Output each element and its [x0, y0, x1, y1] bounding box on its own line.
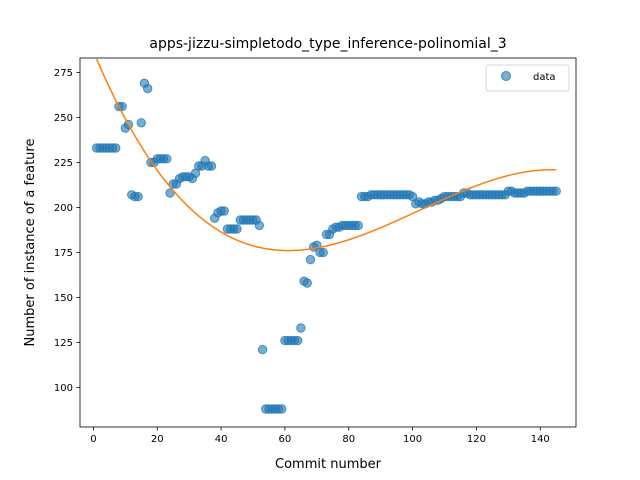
legend-marker-data	[501, 71, 511, 81]
legend-box	[485, 64, 570, 92]
data-point	[111, 143, 121, 153]
data-point	[232, 224, 242, 234]
x-tick-label: 80	[342, 434, 355, 445]
data-point	[162, 154, 172, 164]
y-tick-label: 200	[54, 203, 73, 214]
x-axis-label: Commit number	[275, 457, 382, 472]
x-tick-label: 20	[151, 434, 164, 445]
fit-line	[95, 58, 557, 252]
y-axis: 100 125 150 175 200 225 250 275	[54, 68, 80, 394]
data-point	[254, 220, 265, 231]
data-point	[142, 83, 153, 94]
y-tick-label: 175	[54, 248, 73, 259]
x-tick-label: 0	[90, 434, 96, 445]
data-point	[133, 191, 143, 202]
data-point	[206, 161, 217, 171]
data-point	[551, 186, 561, 196]
y-tick-label: 100	[54, 383, 73, 394]
y-tick-label: 150	[54, 293, 73, 304]
data-point	[292, 335, 303, 346]
x-tick-label: 120	[467, 434, 486, 445]
data-point	[305, 254, 316, 265]
y-tick-label: 250	[54, 113, 73, 124]
x-tick-label: 40	[215, 434, 228, 445]
data-point	[257, 344, 268, 355]
y-tick-label: 275	[54, 68, 73, 79]
data-point	[296, 323, 306, 333]
data-point	[165, 188, 175, 198]
x-tick-label: 60	[279, 434, 292, 445]
x-axis: 0 20 40 60 80 100 120 140	[90, 427, 550, 445]
data-point	[277, 404, 287, 414]
legend: data	[485, 64, 570, 92]
x-tick-label: 100	[403, 434, 422, 445]
data-point	[219, 206, 229, 216]
plot-area	[91, 58, 561, 414]
axes-frame	[79, 57, 577, 428]
legend-label-data: data	[533, 72, 556, 83]
x-tick-label: 140	[531, 434, 550, 445]
data-point	[318, 247, 328, 258]
y-axis-label: Number of instance of a feature	[23, 139, 38, 347]
y-tick-label: 125	[54, 338, 73, 349]
data-point	[353, 220, 364, 231]
y-tick-label: 225	[54, 158, 73, 169]
data-point	[136, 118, 146, 128]
data-point	[302, 278, 312, 288]
chart-title: apps-jizzu-simpletodo_type_inference-pol…	[149, 36, 506, 52]
